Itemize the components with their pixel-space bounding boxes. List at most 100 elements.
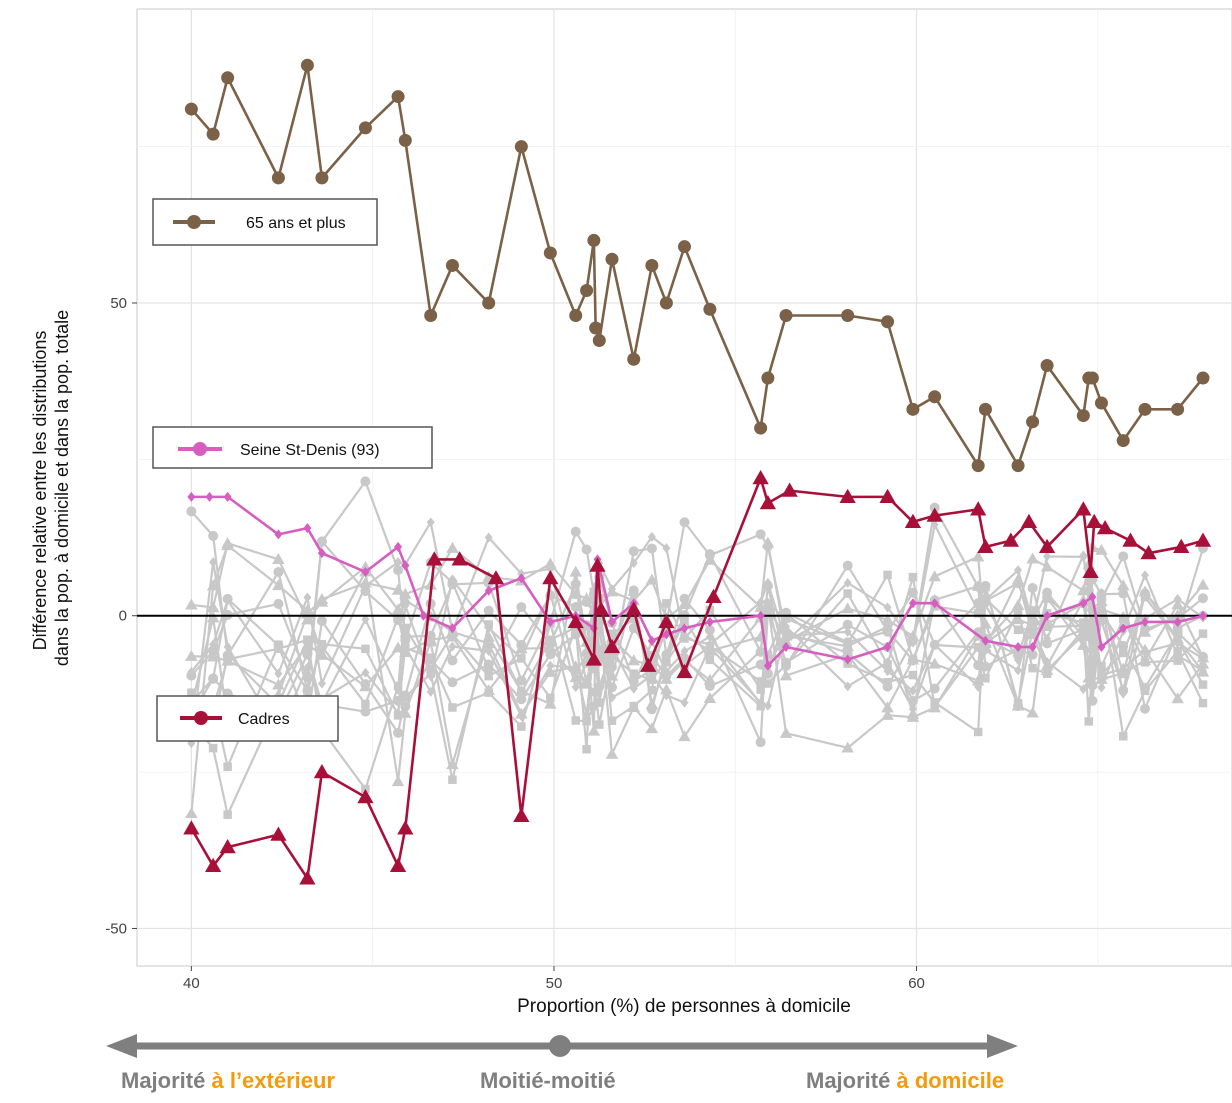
bottom-label-middle: Moitié-moitié [480, 1068, 616, 1094]
background-series-point [763, 577, 772, 588]
series-older-point [1196, 371, 1210, 385]
legend-seine-label: Seine St-Denis (93) [240, 442, 380, 459]
background-series-point [1118, 731, 1128, 741]
series-older-point [569, 308, 583, 322]
series-older-point [761, 371, 775, 385]
background-series-point [1040, 560, 1054, 572]
background-series-point [906, 653, 920, 665]
background-series-point [401, 623, 410, 633]
series-cadres-point [640, 657, 657, 672]
series-cadres-point [781, 482, 798, 497]
background-series-point [1116, 667, 1130, 679]
background-series-point [316, 536, 327, 547]
background-series-point [883, 602, 892, 613]
series-cadres-point [926, 507, 943, 522]
background-series-point [391, 641, 405, 653]
x-tick-label: 60 [908, 975, 925, 992]
series-seine-point [1028, 642, 1037, 652]
series-cadres-point [1173, 538, 1190, 554]
background-series-point [1140, 647, 1149, 658]
background-series-line [185, 594, 1210, 713]
background-series-point [971, 550, 985, 562]
background-series-point [843, 626, 852, 637]
x-tick-label: 50 [546, 975, 563, 992]
arrow-left-head [106, 1034, 137, 1058]
background-series-point [646, 543, 657, 554]
main-series [183, 58, 1212, 885]
background-series-point [841, 648, 854, 660]
background-series-point [843, 681, 852, 692]
background-series-point [206, 601, 220, 613]
bottom-label-left-accent: à l’extérieur [211, 1068, 335, 1093]
background-series-point [391, 603, 405, 615]
series-older-point [928, 390, 942, 404]
background-series-point [629, 701, 638, 711]
background-series-point [755, 737, 766, 748]
background-series-point [446, 630, 459, 642]
background-series-point [361, 581, 370, 592]
background-series-point [1013, 650, 1024, 661]
background-series-point [761, 597, 775, 609]
background-series-point [587, 724, 601, 736]
series-older-point [1171, 402, 1185, 416]
background-series-point [1040, 659, 1054, 671]
background-series-point [315, 595, 329, 607]
background-series-point [930, 519, 939, 530]
series-older-point [645, 258, 659, 272]
arrow-right-head [987, 1034, 1018, 1058]
background-series-point [516, 675, 527, 686]
legend-seine: Seine St-Denis (93) [152, 426, 433, 469]
background-series-point [360, 476, 371, 487]
plot-background [136, 8, 1232, 967]
background-series-point [223, 649, 232, 660]
background-series-point [1095, 672, 1108, 684]
series-cadres-point [1096, 520, 1114, 535]
series-seine-point [317, 548, 326, 559]
series-older-point [315, 171, 329, 185]
series-older-point [1076, 409, 1090, 423]
background-series-point [605, 585, 619, 597]
background-series-point [1171, 692, 1184, 704]
background-series-point [629, 683, 638, 694]
background-series-point [517, 722, 526, 731]
background-series-point [1119, 688, 1128, 699]
background-series-point [303, 592, 312, 603]
series-seine-point [981, 635, 990, 646]
background-series-point [393, 681, 403, 691]
bottom-label-middle-text: Moitié-moitié [480, 1068, 616, 1093]
background-series-point [317, 678, 326, 689]
series-older-point [587, 233, 601, 247]
background-series-point [582, 745, 591, 754]
background-series-point [928, 657, 941, 669]
series-cadres-point [1082, 563, 1099, 579]
series-seine-point [361, 566, 370, 577]
background-series-point [930, 639, 939, 650]
series-older-point [221, 71, 235, 85]
background-series-point [517, 654, 526, 663]
background-series-point [394, 707, 403, 718]
background-series-point [484, 620, 493, 629]
background-series-point [571, 682, 580, 693]
series-older-point [1011, 459, 1025, 473]
background-series-point [629, 558, 638, 569]
background-series-point [1077, 584, 1090, 596]
legend-older-label: 65 ans et plus [246, 215, 346, 232]
series-cadres-point [752, 469, 769, 485]
background-series-point [361, 699, 370, 709]
background-series-point [1042, 669, 1052, 678]
background-series-point [843, 589, 852, 598]
background-series-point [589, 587, 599, 597]
series-older-point [754, 421, 768, 435]
background-series-point [662, 543, 671, 554]
background-series-point [679, 517, 690, 528]
legend-cadres-marker [194, 711, 208, 725]
background-series-point [426, 669, 435, 678]
background-series-point [1097, 682, 1106, 693]
series-older-point [391, 90, 405, 104]
background-series-point [1079, 551, 1088, 562]
background-series-point [1118, 588, 1129, 599]
background-series-point [544, 697, 557, 709]
background-series-point [1082, 622, 1096, 634]
background-series-point [1171, 598, 1184, 610]
background-series-point [662, 599, 671, 608]
